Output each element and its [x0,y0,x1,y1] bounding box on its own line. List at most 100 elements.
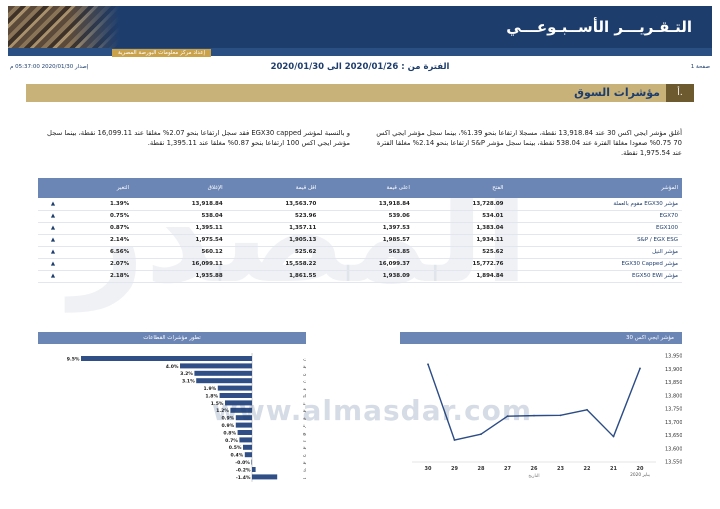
bar-value-label: 3.2% [180,371,193,377]
sector-label: مواد البناء [303,394,306,399]
cell-close: 16,099.11 [133,258,227,271]
x-tick-label: 30 [425,466,432,472]
section-number: أ. [666,84,694,102]
cell-open: 13,728.09 [413,198,508,211]
table-row: مؤشر EGX30 Capped 15,772.76 16,099.37 15,55… [38,258,682,271]
col-low: اقل قيمة [226,178,321,198]
x-tick-label: 27 [504,466,511,472]
egx30-line-chart: 13,950 13,900 13,850 13,800 13,750 13,700 13,6… [412,354,682,479]
up-arrow-icon: ▲ [38,222,68,235]
cell-index-name: مؤشر EGX50 EWI [507,270,682,283]
sector-bar [180,363,252,369]
month-label: يناير 2020 [630,472,650,478]
cell-close: 1,935.88 [133,270,227,283]
egx30-point [427,363,429,366]
up-arrow-icon: ▲ [38,210,68,223]
cell-index-name: EGX70 [507,210,682,223]
cell-index-name: S&P / EGX ESG [507,234,682,247]
sector-bar [194,370,252,376]
trading-floor-photo [8,6,120,54]
col-index: المؤشر [507,178,682,198]
sector-label: ورق ومواد تعبئة و تغليف [303,476,306,481]
cell-change: 6.56% [68,246,134,259]
y-tick-label: 13,950 [665,354,682,360]
cell-open: 1,383.04 [413,222,508,235]
cell-index-name: EGX100 [507,222,682,235]
header-banner: التـقـريـــر الأســبـوعـــي [8,6,712,54]
sector-label: خدمات و منتجات صناعية وسيارات [303,380,306,385]
cell-low: 15,558.22 [226,258,321,271]
cell-index-name: مؤشر EGX30 Capped [507,258,682,271]
x-tick-label: 28 [478,466,485,472]
col-open: الفتح [413,178,508,198]
x-tick-label: 29 [451,466,458,472]
up-arrow-icon: ▲ [38,198,68,211]
table-row: S&P / EGX ESG 1,934.11 1,985.57 1,905.13 1,9… [38,234,682,247]
sector-bar [196,378,252,384]
bar-value-label: 0.9% [222,416,235,422]
indices-table: المؤشر الفتح اعلى قيمة اقل قيمة الإغلاق … [38,178,682,283]
y-tick-label: 13,900 [665,367,682,373]
bar-value-label: 9.5% [67,356,80,362]
x-tick-label: 20 [637,466,644,472]
sector-bar [251,459,252,465]
cell-index-name: مؤشر EGX30 مقوم بالعملة [507,198,682,211]
cell-change: 2.07% [68,258,134,271]
sector-bar [252,467,256,472]
egx30-point [612,435,615,438]
up-arrow-icon: ▲ [38,234,68,247]
sector-bar [243,444,252,450]
table-row: EGX100 1,383.04 1,397.53 1,357.11 1,395.11 0.… [38,222,682,235]
cell-open: 1,934.11 [413,234,508,247]
sector-performance-chart: 9.5% اتصالات و اعلام و تكنولوجيا المعلوما… [67,353,306,482]
bar-value-label: 4.0% [166,364,179,370]
bar-value-label: 1.5% [211,401,224,407]
y-tick-label: 13,850 [665,380,682,386]
publisher-tag: إعداد مركز معلومات البورصة المصرية [112,49,212,57]
sector-label: أغذية و مشروبات و تبغ [303,429,306,436]
sector-label: بنوك [303,468,306,473]
table-row: EGX70 534.01 539.06 523.96 538.04 0.75% ▲ [38,210,682,223]
cell-index-name: مؤشر النيل [507,246,682,259]
sector-bar [235,422,252,428]
page-number: صفحة 1 [690,64,710,70]
sector-label: سياحة وترفيه [303,387,306,392]
egx30-point [586,408,588,411]
x-axis-title: التاريخ [528,474,539,479]
y-tick-label: 13,550 [665,460,682,466]
sector-bar [237,430,252,435]
egx30-point [453,439,456,441]
x-tick-label: 26 [531,466,538,472]
egx30-point [639,367,641,370]
cell-change: 1.39% [68,198,134,211]
cell-change: 0.87% [68,222,134,235]
sector-bar [225,400,252,406]
sector-label: موارد أساسية [303,363,306,370]
bar-value-label: 0.8% [223,430,236,436]
cell-open: 534.01 [413,210,508,223]
cell-low: 523.96 [226,210,321,223]
cell-high: 1,397.53 [320,222,414,235]
section-heading: أ. مؤشرات السوق [26,84,694,102]
cell-high: 539.06 [320,210,414,223]
cell-change: 2.18% [68,270,134,283]
y-tick-label: 13,650 [665,433,682,439]
cell-change: 0.75% [68,210,134,223]
bar-value-label: 3.1% [182,379,195,385]
y-tick-label: 13,600 [665,446,682,452]
bar-value-label: -0.2% [236,467,251,473]
cell-low: 13,563.70 [226,198,321,211]
sector-bar [217,385,252,391]
up-arrow-icon: ▲ [38,246,68,259]
x-tick-label: 22 [584,466,591,472]
x-tick-label: 21 [610,466,617,472]
table-row: مؤشر EGX50 EWI 1,894.84 1,938.09 1,861.55 1,… [38,270,682,283]
egx30-series-line [427,363,641,441]
cell-close: 560.12 [133,246,227,259]
y-tick-label: 13,750 [665,407,682,413]
sector-bar [239,437,252,443]
capped-summary-paragraph: و بالنسبة لمؤشر EGX30 capped فقد سجل ارت… [47,129,350,147]
bar-value-label: -1.4% [236,475,251,481]
col-high: اعلى قيمة [320,178,414,198]
